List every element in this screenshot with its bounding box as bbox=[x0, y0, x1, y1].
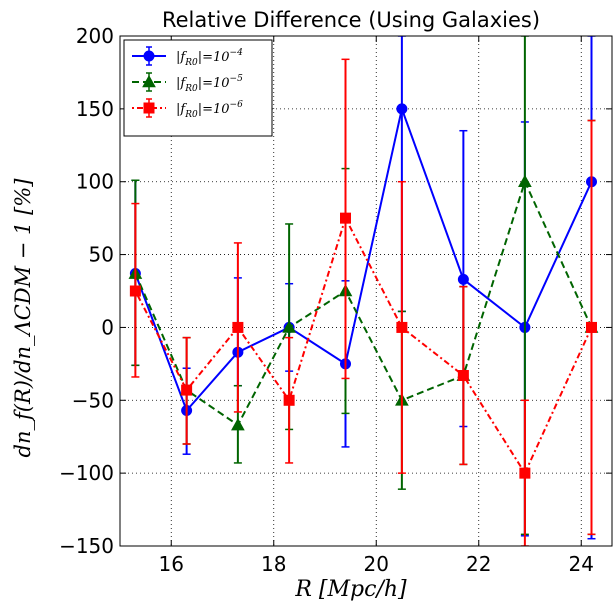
y-tick-label: −150 bbox=[59, 534, 114, 558]
x-tick-label: 20 bbox=[364, 552, 389, 576]
legend-label: |fR0|=10−5 bbox=[176, 74, 243, 94]
series-layer bbox=[128, 36, 599, 546]
series-line bbox=[134, 105, 593, 413]
y-tick-label: 150 bbox=[76, 97, 114, 121]
series-line bbox=[134, 215, 593, 476]
legend-marker bbox=[143, 102, 155, 114]
data-point bbox=[518, 174, 532, 188]
data-point bbox=[129, 285, 141, 297]
data-point bbox=[396, 321, 408, 333]
y-tick-label: −50 bbox=[72, 388, 114, 412]
legend-marker bbox=[143, 50, 155, 62]
legend-mid: |=10 bbox=[198, 102, 230, 117]
legend-sub: R0 bbox=[184, 84, 198, 94]
y-tick-label: −100 bbox=[59, 461, 114, 485]
legend-sub: R0 bbox=[184, 110, 198, 120]
legend-entry-3: |fR0|=10−6 bbox=[132, 98, 243, 120]
series-3 bbox=[129, 58, 597, 546]
data-point bbox=[181, 384, 193, 396]
legend-entry-2: |fR0|=10−5 bbox=[132, 72, 243, 94]
chart-title: Relative Difference (Using Galaxies) bbox=[162, 8, 540, 32]
data-point bbox=[231, 418, 245, 431]
legend-main: |f bbox=[176, 102, 187, 117]
legend-main: |f bbox=[176, 50, 187, 65]
data-point bbox=[519, 467, 531, 479]
legend-mid: |=10 bbox=[198, 76, 230, 91]
y-tick-label: 0 bbox=[101, 315, 114, 339]
y-axis-label: dn_f(R)/dn_ΛCDM − 1 [%] bbox=[11, 178, 35, 458]
legend-mid: |=10 bbox=[198, 50, 230, 65]
x-tick-label: 18 bbox=[261, 552, 286, 576]
legend-marker bbox=[142, 74, 156, 88]
x-tick-label: 16 bbox=[159, 552, 184, 576]
legend-main: |f bbox=[176, 76, 187, 91]
y-tick-label: 100 bbox=[76, 170, 114, 194]
data-point bbox=[396, 103, 408, 115]
data-point bbox=[457, 370, 469, 382]
x-tick-label: 24 bbox=[569, 552, 594, 576]
data-point bbox=[340, 212, 351, 224]
data-point bbox=[283, 394, 295, 406]
data-point bbox=[282, 320, 296, 333]
legend-sup: −6 bbox=[230, 100, 244, 110]
tick-labels: 16 18 20 22 24 −150 −100 −50 0 50 100 150 200 bbox=[59, 24, 594, 576]
data-point bbox=[457, 273, 469, 285]
legend-sub: R0 bbox=[184, 58, 198, 68]
y-tick-label: 200 bbox=[76, 24, 114, 48]
legend-label: |fR0|=10−6 bbox=[176, 100, 243, 120]
data-point bbox=[232, 321, 244, 333]
legend-entry-1: |fR0|=10−4 bbox=[132, 46, 243, 68]
legend-sup: −4 bbox=[230, 48, 244, 58]
y-tick-label: 50 bbox=[89, 243, 114, 267]
legend-sup: −5 bbox=[230, 74, 244, 84]
x-axis-label: R [Mpc/h] bbox=[294, 577, 407, 602]
series-line bbox=[134, 178, 593, 427]
plot-frame bbox=[119, 35, 613, 547]
data-point bbox=[586, 321, 597, 333]
ticks bbox=[120, 35, 612, 547]
x-tick-label: 22 bbox=[466, 552, 491, 576]
legend: |fR0|=10−4|fR0|=10−5|fR0|=10−6 bbox=[123, 39, 273, 137]
legend-label: |fR0|=10−4 bbox=[176, 48, 243, 68]
